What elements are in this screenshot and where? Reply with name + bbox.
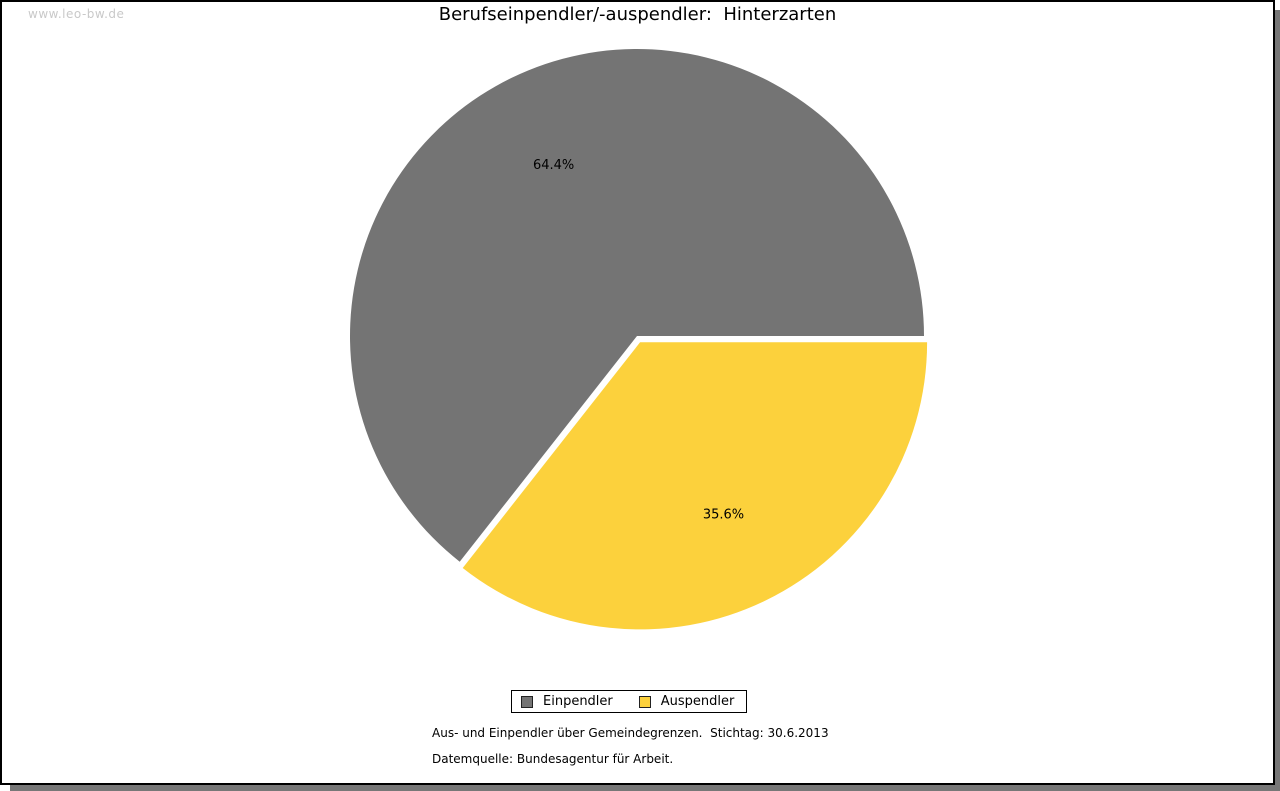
watermark: www.leo-bw.de — [28, 7, 125, 21]
footnote-stichtag: Aus- und Einpendler über Gemeindegrenzen… — [432, 726, 829, 740]
page-title: Berufseinpendler/-auspendler: Hinterzart… — [438, 4, 837, 25]
slice-value-label-auspendler: 35.6% — [703, 508, 744, 523]
footnote-source: Datemquelle: Bundesagentur für Arbeit. — [432, 752, 674, 766]
slice-value-label-einpendler: 64.4% — [533, 158, 574, 173]
legend-label-einpendler: Einpendler — [543, 694, 613, 709]
pie-slice-auspendler — [462, 342, 928, 630]
legend-swatch-einpendler — [521, 695, 533, 708]
legend-item-auspendler: Auspendler — [638, 694, 735, 709]
legend-label-auspendler: Auspendler — [660, 694, 735, 709]
legend: Einpendler Auspendler — [511, 690, 748, 713]
pie-slice-einpendler — [350, 49, 924, 562]
legend-item-einpendler: Einpendler — [521, 695, 613, 708]
legend-swatch-auspendler — [638, 695, 651, 708]
